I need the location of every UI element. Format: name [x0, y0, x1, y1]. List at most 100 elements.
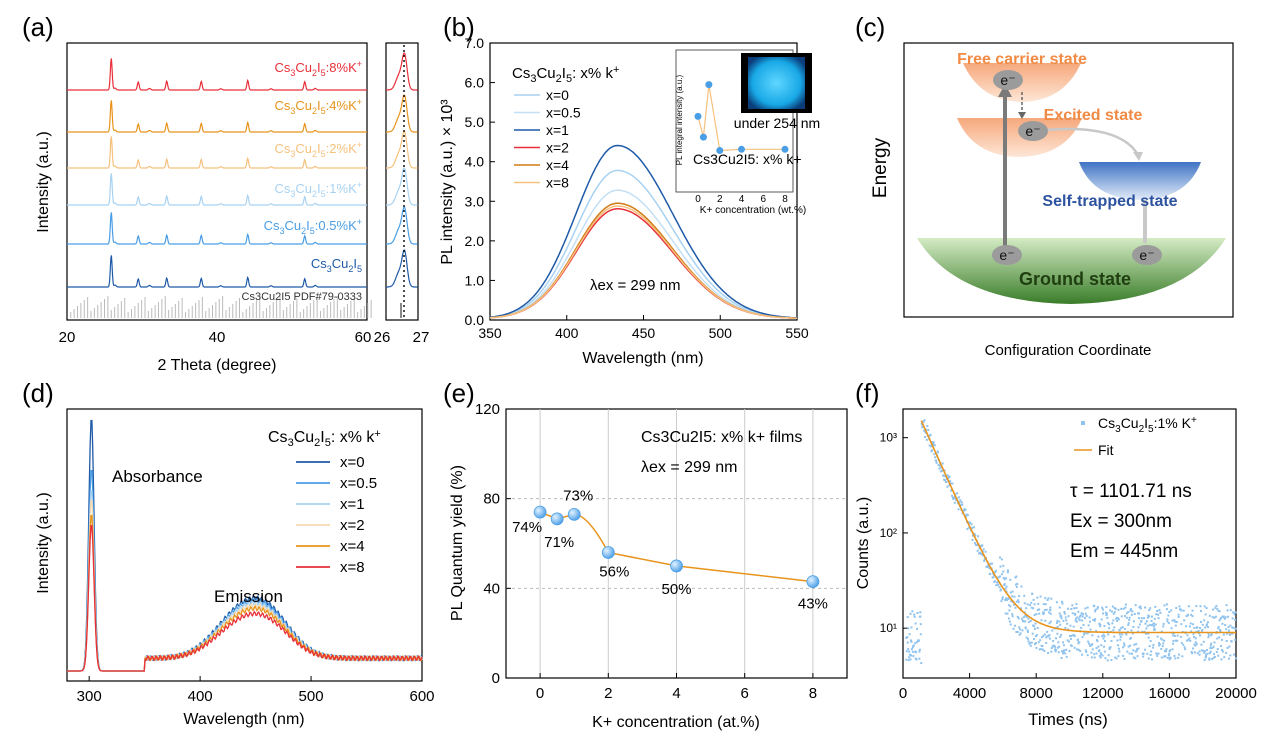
panel-f-data-point [1033, 603, 1036, 606]
panel-f-data-point [999, 565, 1002, 568]
panel-f-data-point [1107, 622, 1110, 625]
panel-f-data-point [1078, 615, 1081, 618]
panel-d-legend-label: x=4 [340, 538, 365, 555]
panel-f-data-point [1064, 616, 1067, 619]
panel-f-data-point [1192, 623, 1195, 626]
panel-d-curve-x=0 [67, 419, 423, 672]
panel-f-data-point [973, 532, 976, 535]
panel-f-data-point [1170, 627, 1173, 630]
panel-b-legend-label: x=1 [546, 122, 569, 138]
panel-f-data-point [1231, 617, 1234, 620]
panel-f-data-point [1042, 603, 1045, 606]
panel-f-data-point [1188, 637, 1191, 640]
panel-f-data-point [1117, 655, 1120, 658]
panel-f-data-point [1079, 650, 1082, 653]
panel-f-data-point [1040, 636, 1043, 639]
panel-d-curve-x=1 [67, 489, 423, 672]
panel-f-data-point [1149, 653, 1152, 656]
panel-d-legend-label: x=8 [340, 559, 365, 576]
panel-f-data-point [1105, 613, 1108, 616]
panel-f-data-point [1206, 652, 1209, 655]
panel-f-data-point [1157, 652, 1160, 655]
panel-f-data-point [1048, 622, 1051, 625]
panel-f-data-point [941, 462, 944, 465]
panel-f-data-point [1027, 630, 1030, 633]
panel-f-data-point [1047, 651, 1050, 654]
panel-f-data-point [1186, 613, 1189, 616]
panel-f-data-point [1094, 618, 1097, 621]
panel-f-data-point [1215, 604, 1218, 607]
panel-f-data-point [929, 433, 932, 436]
panel-f-data-point [1096, 606, 1099, 609]
panel-d-legend: x=0 x=0.5 x=1 x=2 x=4 x=8 Cs3Cu2I5: x% k+ [268, 428, 381, 576]
panel-f-data-point [1130, 652, 1133, 655]
panel-b-ytick-label: 3.0 [465, 193, 485, 209]
panel-a-reference-label: Cs3Cu2I5 PDF#79-0333 [242, 291, 362, 303]
panel-b-axes: 0.0 1.0 2.0 3.0 4.0 5.0 6.0 7.0 350 400 450 500 550 [465, 35, 809, 341]
panel-f-data-point [1158, 641, 1161, 644]
panel-f-data-point [905, 658, 908, 661]
panel-f-data-point [1020, 607, 1023, 610]
panel-f-data-point [1191, 609, 1194, 612]
panel-f-data-point [1056, 619, 1059, 622]
panel-f-data-point [1026, 603, 1029, 606]
panel-f-data-point [1234, 657, 1237, 660]
panel-f-data-point [949, 480, 952, 483]
panel-f-data-point [953, 496, 956, 499]
panel-e-xtick-label: 0 [536, 685, 544, 702]
panel-e-point [670, 559, 683, 573]
panel-f-data-point [1128, 619, 1131, 622]
panel-f-data-point [1117, 647, 1120, 650]
panel-f-ylabel: Counts (a.u.) [855, 497, 872, 589]
panel-f-data-point [959, 499, 962, 502]
panel-f-data-point [1081, 636, 1084, 639]
panel-f-data-point [1162, 642, 1165, 645]
panel-f-data-point [1054, 649, 1057, 652]
panel-f-data-point [1199, 605, 1202, 608]
panel-f-data-point [1008, 620, 1011, 623]
panel-f-data-point [1112, 619, 1115, 622]
panel-e-ytick-label: 80 [483, 491, 500, 508]
panel-f-data-point [1042, 613, 1045, 616]
panel-f-data-point [1103, 635, 1106, 638]
panel-f-data-point [1156, 635, 1159, 638]
panel-b-inset-point [694, 112, 702, 120]
panel-f-data-point [1054, 645, 1057, 648]
panel-f-data-point [1048, 633, 1051, 636]
panel-f-data-point [1109, 646, 1112, 649]
panel-f-data-point [1058, 645, 1061, 648]
panel-f-data-point [1163, 604, 1166, 607]
panel-f-data-point [913, 613, 916, 616]
panel-f-data-point [928, 444, 931, 447]
panel-label-d: (d) [22, 378, 54, 408]
panel-f-data-point [1009, 623, 1012, 626]
panel-f-data-point [993, 580, 996, 583]
panel-f-data-point [1185, 639, 1188, 642]
panel-f-data-point [1005, 590, 1008, 593]
panel-f-data-point [1034, 635, 1037, 638]
panel-d: 300 400 500 600 x=0 x=0.5 x=1 x=2 x=4 x=8 Cs3Cu2I… [35, 408, 435, 728]
panel-f-data-point [1165, 608, 1168, 611]
panel-d-legend-title: Cs3Cu2I5: x% k+ [268, 428, 381, 449]
panel-f-data-point [1063, 649, 1066, 652]
panel-f-data-point [906, 636, 909, 639]
panel-f-data-point [1176, 639, 1179, 642]
panel-f-data-point [1158, 609, 1161, 612]
panel-f-data-point [1073, 634, 1076, 637]
panel-b-curve-x=8 [489, 205, 797, 319]
panel-f-data-point [1199, 610, 1202, 613]
panel-f-data-point [1046, 598, 1049, 601]
panel-f-data-point [1219, 629, 1222, 632]
panel-f-data-point [1220, 644, 1223, 647]
panel-b-xtick-label: 500 [709, 325, 733, 341]
panel-f-data-point [1097, 635, 1100, 638]
panel-f-data-point [1154, 623, 1157, 626]
panel-f-data-point [946, 474, 949, 477]
panel-f-data-point [1222, 633, 1225, 636]
panel-f-data-point [1004, 599, 1007, 602]
panel-f-data-point [1118, 628, 1121, 631]
panel-f-data-point [1095, 647, 1098, 650]
panel-f-data-point [1112, 612, 1115, 615]
panel-a-series-label-2: Cs3Cu2I5:2%K+ [274, 140, 362, 159]
